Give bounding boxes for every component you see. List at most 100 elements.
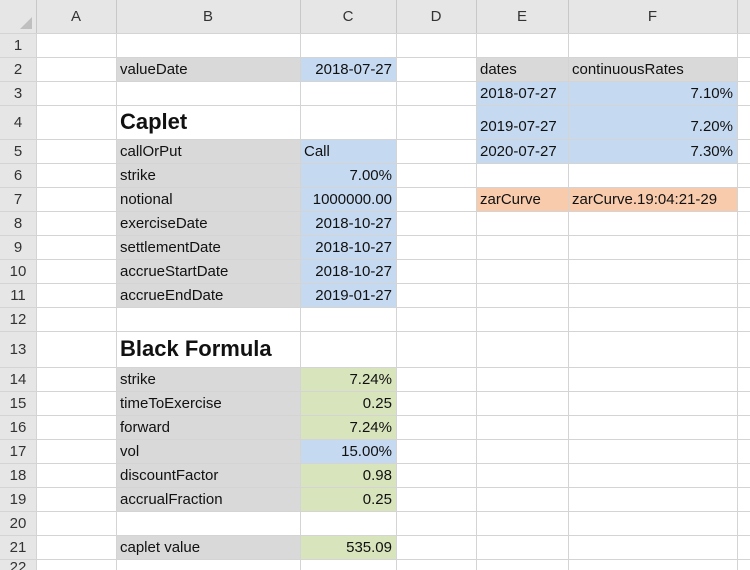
gridline [0,535,750,536]
row-header-4[interactable]: 4 [0,105,36,139]
value-date-label[interactable]: valueDate [116,57,300,81]
curve-date-2[interactable]: 2019-07-27 [476,105,568,139]
gridline [0,511,750,512]
curve-rate-2[interactable]: 7.20% [568,105,737,139]
gridline [0,211,750,212]
caplet-field-label[interactable]: accrueEndDate [116,283,300,307]
dates-header[interactable]: dates [476,57,568,81]
row-header-7[interactable]: 7 [0,187,36,211]
curve-date-1[interactable]: 2018-07-27 [476,81,568,105]
row-header-9[interactable]: 9 [0,235,36,259]
column-header-b[interactable]: B [116,0,300,33]
accrue-end-date-input[interactable]: 2019-01-27 [300,283,396,307]
row-header-14[interactable]: 14 [0,367,36,391]
continuous-rates-header[interactable]: continuousRates [568,57,737,81]
gridline [0,331,750,332]
black-field-label[interactable]: strike [116,367,300,391]
gridline [737,0,738,570]
caplet-field-label[interactable]: settlementDate [116,235,300,259]
gridline [0,81,750,82]
select-all-icon [20,17,32,29]
vol-input[interactable]: 15.00% [300,439,396,463]
black-field-label[interactable]: discountFactor [116,463,300,487]
gridline [36,0,37,570]
row-header-16[interactable]: 16 [0,415,36,439]
gridline [0,559,750,560]
column-header-c[interactable]: C [300,0,396,33]
gridline [0,105,750,106]
row-header-13[interactable]: 13 [0,331,36,367]
gridline [0,367,750,368]
row-header-2[interactable]: 2 [0,57,36,81]
caplet-field-label[interactable]: accrueStartDate [116,259,300,283]
row-header-17[interactable]: 17 [0,439,36,463]
row-header-10[interactable]: 10 [0,259,36,283]
gridline [0,487,750,488]
gridline [0,463,750,464]
black-formula-section-title[interactable]: Black Formula [120,336,272,361]
discount-factor-value[interactable]: 0.98 [300,463,396,487]
row-header-12[interactable]: 12 [0,307,36,331]
caplet-field-label[interactable]: notional [116,187,300,211]
value-date-input[interactable]: 2018-07-27 [300,57,396,81]
row-header-3[interactable]: 3 [0,81,36,105]
curve-rate-3[interactable]: 7.30% [568,139,737,163]
notional-input[interactable]: 1000000.00 [300,187,396,211]
curve-rate-1[interactable]: 7.10% [568,81,737,105]
black-field-label[interactable]: accrualFraction [116,487,300,511]
forward-value[interactable]: 7.24% [300,415,396,439]
column-header-f[interactable]: F [568,0,737,33]
caplet-field-label[interactable]: strike [116,163,300,187]
header-divider [737,0,738,33]
gridline [0,283,750,284]
row-header-11[interactable]: 11 [0,283,36,307]
gridline [0,259,750,260]
black-field-label[interactable]: vol [116,439,300,463]
gridline [476,0,477,570]
caplet-field-label[interactable]: exerciseDate [116,211,300,235]
row-header-22[interactable]: 22 [0,559,36,570]
row-header-8[interactable]: 8 [0,211,36,235]
caplet-section-title[interactable]: Caplet [120,109,188,134]
gridline [116,0,117,570]
column-header-g-partial[interactable] [737,0,750,33]
row-header-15[interactable]: 15 [0,391,36,415]
row-header-19[interactable]: 19 [0,487,36,511]
column-header-a[interactable]: A [36,0,116,33]
black-strike-value[interactable]: 7.24% [300,367,396,391]
black-field-label[interactable]: timeToExercise [116,391,300,415]
zar-curve-label[interactable]: zarCurve [476,187,568,211]
row-header-18[interactable]: 18 [0,463,36,487]
call-or-put-input[interactable]: Call [300,139,396,163]
header-divider [116,0,117,33]
black-field-label[interactable]: forward [116,415,300,439]
accrue-start-date-input[interactable]: 2018-10-27 [300,259,396,283]
curve-date-3[interactable]: 2020-07-27 [476,139,568,163]
gridline [0,163,750,164]
header-divider [36,0,37,33]
exercise-date-input[interactable]: 2018-10-27 [300,211,396,235]
header-divider [300,0,301,33]
gridline [0,307,750,308]
settlement-date-input[interactable]: 2018-10-27 [300,235,396,259]
strike-input[interactable]: 7.00% [300,163,396,187]
caplet-value-result[interactable]: 535.09 [300,535,396,559]
row-header-21[interactable]: 21 [0,535,36,559]
row-header-5[interactable]: 5 [0,139,36,163]
gridline [0,391,750,392]
header-divider [476,0,477,33]
row-header-20[interactable]: 20 [0,511,36,535]
column-header-e[interactable]: E [476,0,568,33]
accrual-fraction-value[interactable]: 0.25 [300,487,396,511]
caplet-value-label[interactable]: caplet value [116,535,300,559]
row-header-6[interactable]: 6 [0,163,36,187]
gridline [396,0,397,570]
caplet-field-label[interactable]: callOrPut [116,139,300,163]
zar-curve-handle[interactable]: zarCurve.19:04:21-29 [568,187,737,211]
column-header-d[interactable]: D [396,0,476,33]
row-header-1[interactable]: 1 [0,33,36,57]
time-to-exercise-value[interactable]: 0.25 [300,391,396,415]
gridline [0,33,750,34]
select-all-corner[interactable] [0,0,36,33]
